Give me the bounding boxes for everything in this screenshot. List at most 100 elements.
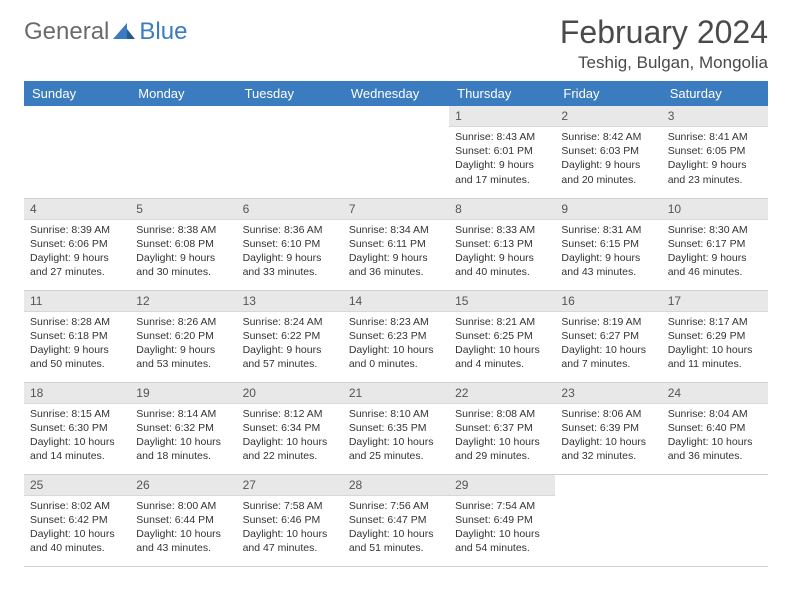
day-details: Sunrise: 8:31 AMSunset: 6:15 PMDaylight:… — [555, 220, 661, 284]
calendar-cell: 29Sunrise: 7:54 AMSunset: 6:49 PMDayligh… — [449, 474, 555, 566]
day-number: 12 — [130, 291, 236, 312]
day-details: Sunrise: 8:41 AMSunset: 6:05 PMDaylight:… — [662, 127, 768, 191]
weekday-header: Saturday — [662, 81, 768, 106]
day-number: 25 — [24, 475, 130, 496]
calendar-cell: 25Sunrise: 8:02 AMSunset: 6:42 PMDayligh… — [24, 474, 130, 566]
day-details: Sunrise: 7:56 AMSunset: 6:47 PMDaylight:… — [343, 496, 449, 560]
day-details: Sunrise: 8:12 AMSunset: 6:34 PMDaylight:… — [237, 404, 343, 468]
calendar-cell: 9Sunrise: 8:31 AMSunset: 6:15 PMDaylight… — [555, 198, 661, 290]
day-number: 17 — [662, 291, 768, 312]
calendar-cell: 10Sunrise: 8:30 AMSunset: 6:17 PMDayligh… — [662, 198, 768, 290]
location: Teshig, Bulgan, Mongolia — [560, 53, 768, 73]
logo-triangle-icon — [113, 18, 135, 46]
logo-text-2: Blue — [139, 18, 187, 46]
day-number: 13 — [237, 291, 343, 312]
day-number: 10 — [662, 199, 768, 220]
calendar-cell: 17Sunrise: 8:17 AMSunset: 6:29 PMDayligh… — [662, 290, 768, 382]
calendar-cell: 18Sunrise: 8:15 AMSunset: 6:30 PMDayligh… — [24, 382, 130, 474]
calendar-cell: 20Sunrise: 8:12 AMSunset: 6:34 PMDayligh… — [237, 382, 343, 474]
logo-text-1: General — [24, 18, 109, 46]
day-number: 22 — [449, 383, 555, 404]
calendar-cell: 4Sunrise: 8:39 AMSunset: 6:06 PMDaylight… — [24, 198, 130, 290]
calendar-cell: 13Sunrise: 8:24 AMSunset: 6:22 PMDayligh… — [237, 290, 343, 382]
calendar-cell: 6Sunrise: 8:36 AMSunset: 6:10 PMDaylight… — [237, 198, 343, 290]
day-number: 4 — [24, 199, 130, 220]
day-details: Sunrise: 8:30 AMSunset: 6:17 PMDaylight:… — [662, 220, 768, 284]
day-number: 24 — [662, 383, 768, 404]
day-details: Sunrise: 8:04 AMSunset: 6:40 PMDaylight:… — [662, 404, 768, 468]
day-details: Sunrise: 8:06 AMSunset: 6:39 PMDaylight:… — [555, 404, 661, 468]
day-number: 3 — [662, 106, 768, 127]
weekday-header: Tuesday — [237, 81, 343, 106]
calendar-page: General Blue February 2024 Teshig, Bulga… — [0, 0, 792, 567]
calendar-cell: 26Sunrise: 8:00 AMSunset: 6:44 PMDayligh… — [130, 474, 236, 566]
page-header: General Blue February 2024 Teshig, Bulga… — [24, 14, 768, 73]
calendar-cell: 21Sunrise: 8:10 AMSunset: 6:35 PMDayligh… — [343, 382, 449, 474]
day-number: 29 — [449, 475, 555, 496]
calendar-cell: 3Sunrise: 8:41 AMSunset: 6:05 PMDaylight… — [662, 106, 768, 198]
day-number: 19 — [130, 383, 236, 404]
day-number: 18 — [24, 383, 130, 404]
day-details: Sunrise: 7:58 AMSunset: 6:46 PMDaylight:… — [237, 496, 343, 560]
day-details: Sunrise: 8:43 AMSunset: 6:01 PMDaylight:… — [449, 127, 555, 191]
calendar-cell: 11Sunrise: 8:28 AMSunset: 6:18 PMDayligh… — [24, 290, 130, 382]
day-number: 20 — [237, 383, 343, 404]
calendar-cell: 27Sunrise: 7:58 AMSunset: 6:46 PMDayligh… — [237, 474, 343, 566]
day-number: 28 — [343, 475, 449, 496]
day-details: Sunrise: 8:00 AMSunset: 6:44 PMDaylight:… — [130, 496, 236, 560]
day-details: Sunrise: 8:24 AMSunset: 6:22 PMDaylight:… — [237, 312, 343, 376]
calendar-cell: 28Sunrise: 7:56 AMSunset: 6:47 PMDayligh… — [343, 474, 449, 566]
calendar-cell: 7Sunrise: 8:34 AMSunset: 6:11 PMDaylight… — [343, 198, 449, 290]
weekday-header-row: Sunday Monday Tuesday Wednesday Thursday… — [24, 81, 768, 106]
calendar-cell — [130, 106, 236, 198]
day-details: Sunrise: 8:39 AMSunset: 6:06 PMDaylight:… — [24, 220, 130, 284]
day-number: 16 — [555, 291, 661, 312]
calendar-cell: 1Sunrise: 8:43 AMSunset: 6:01 PMDaylight… — [449, 106, 555, 198]
day-details: Sunrise: 8:19 AMSunset: 6:27 PMDaylight:… — [555, 312, 661, 376]
day-details: Sunrise: 8:38 AMSunset: 6:08 PMDaylight:… — [130, 220, 236, 284]
calendar-cell — [237, 106, 343, 198]
day-number: 5 — [130, 199, 236, 220]
calendar-row: 25Sunrise: 8:02 AMSunset: 6:42 PMDayligh… — [24, 474, 768, 566]
day-details: Sunrise: 8:15 AMSunset: 6:30 PMDaylight:… — [24, 404, 130, 468]
day-details: Sunrise: 8:08 AMSunset: 6:37 PMDaylight:… — [449, 404, 555, 468]
calendar-cell — [343, 106, 449, 198]
day-details: Sunrise: 8:28 AMSunset: 6:18 PMDaylight:… — [24, 312, 130, 376]
calendar-row: 4Sunrise: 8:39 AMSunset: 6:06 PMDaylight… — [24, 198, 768, 290]
day-details: Sunrise: 8:10 AMSunset: 6:35 PMDaylight:… — [343, 404, 449, 468]
day-number: 26 — [130, 475, 236, 496]
day-number: 27 — [237, 475, 343, 496]
weekday-header: Monday — [130, 81, 236, 106]
calendar-cell: 19Sunrise: 8:14 AMSunset: 6:32 PMDayligh… — [130, 382, 236, 474]
calendar-cell: 8Sunrise: 8:33 AMSunset: 6:13 PMDaylight… — [449, 198, 555, 290]
title-block: February 2024 Teshig, Bulgan, Mongolia — [560, 14, 768, 73]
weekday-header: Thursday — [449, 81, 555, 106]
day-details: Sunrise: 8:02 AMSunset: 6:42 PMDaylight:… — [24, 496, 130, 560]
calendar-cell — [24, 106, 130, 198]
day-details: Sunrise: 8:33 AMSunset: 6:13 PMDaylight:… — [449, 220, 555, 284]
calendar-cell: 14Sunrise: 8:23 AMSunset: 6:23 PMDayligh… — [343, 290, 449, 382]
day-details: Sunrise: 8:14 AMSunset: 6:32 PMDaylight:… — [130, 404, 236, 468]
day-details: Sunrise: 8:17 AMSunset: 6:29 PMDaylight:… — [662, 312, 768, 376]
day-number: 9 — [555, 199, 661, 220]
month-title: February 2024 — [560, 14, 768, 51]
day-number: 11 — [24, 291, 130, 312]
weekday-header: Sunday — [24, 81, 130, 106]
weekday-header: Friday — [555, 81, 661, 106]
weekday-header: Wednesday — [343, 81, 449, 106]
day-details: Sunrise: 8:36 AMSunset: 6:10 PMDaylight:… — [237, 220, 343, 284]
calendar-cell: 16Sunrise: 8:19 AMSunset: 6:27 PMDayligh… — [555, 290, 661, 382]
day-number: 8 — [449, 199, 555, 220]
calendar-cell: 22Sunrise: 8:08 AMSunset: 6:37 PMDayligh… — [449, 382, 555, 474]
day-number: 21 — [343, 383, 449, 404]
day-details: Sunrise: 8:26 AMSunset: 6:20 PMDaylight:… — [130, 312, 236, 376]
day-number: 15 — [449, 291, 555, 312]
calendar-cell: 15Sunrise: 8:21 AMSunset: 6:25 PMDayligh… — [449, 290, 555, 382]
calendar-table: Sunday Monday Tuesday Wednesday Thursday… — [24, 81, 768, 567]
day-details: Sunrise: 8:23 AMSunset: 6:23 PMDaylight:… — [343, 312, 449, 376]
day-number: 7 — [343, 199, 449, 220]
calendar-cell: 2Sunrise: 8:42 AMSunset: 6:03 PMDaylight… — [555, 106, 661, 198]
calendar-cell: 5Sunrise: 8:38 AMSunset: 6:08 PMDaylight… — [130, 198, 236, 290]
day-number: 23 — [555, 383, 661, 404]
calendar-cell: 23Sunrise: 8:06 AMSunset: 6:39 PMDayligh… — [555, 382, 661, 474]
